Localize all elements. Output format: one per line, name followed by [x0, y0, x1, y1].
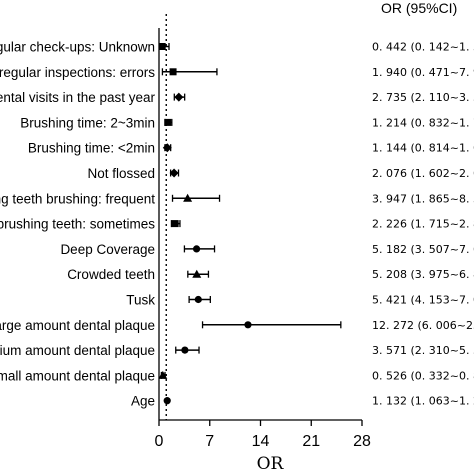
row-label: Crowded teeth — [67, 267, 155, 282]
or-ci-text: 5. 182 (3. 507~7. 6 — [372, 243, 474, 256]
or-ci-text: 3. 947 (1. 865~8. 3 — [372, 192, 474, 205]
or-ci-text: 1. 214 (0. 832~1. 7 — [372, 116, 474, 129]
row-label: Bleeding teeth brushing: frequent — [0, 191, 155, 206]
or-point-circle — [181, 346, 189, 354]
or-point-diamond — [174, 92, 184, 102]
row-label: Small amount dental plaque — [0, 368, 155, 383]
row-label: Irregular inspections: errors — [0, 65, 155, 80]
or-ci-text: 0. 442 (0. 142~1. 3 — [372, 41, 474, 54]
or-ci-text: 1. 132 (1. 063~1. 2 — [372, 395, 474, 408]
x-tick-label: 21 — [302, 433, 320, 450]
or-ci-text: 12. 272 (6. 006~25. — [372, 319, 474, 332]
or-point-square — [171, 220, 179, 228]
forest-rows: Regular check-ups: Unknown 0. 442 (0. 142… — [0, 40, 474, 409]
row-label: Not flossed — [87, 166, 155, 181]
x-tick-label: 28 — [353, 433, 371, 450]
row-label: Regular check-ups: Unknown — [0, 40, 155, 55]
row-label: Large amount dental plaque — [0, 318, 155, 333]
row-label: Dental visits in the past year — [0, 90, 155, 105]
row-label: Medium amount dental plaque — [0, 343, 155, 358]
or-point-circle — [192, 245, 201, 253]
or-ci-text: 2. 226 (1. 715~2. 8 — [372, 218, 474, 231]
x-tick-label: 14 — [252, 433, 270, 450]
or-ci-text: 1. 144 (0. 814~1. 6 — [372, 142, 474, 155]
or-point-circle — [163, 397, 171, 405]
or-ci-text: 5. 208 (3. 975~6. 8 — [372, 268, 474, 281]
x-tick-label: 0 — [155, 433, 164, 450]
or-point-circle — [194, 295, 202, 304]
or-point-circle — [244, 321, 252, 329]
x-axis-ticks: 0 7 14 21 28 — [155, 420, 371, 450]
or-ci-text: 2. 076 (1. 602~2. 6 — [372, 167, 474, 180]
or-column-header: OR (95%CI) — [381, 0, 457, 16]
or-point-triangle — [183, 193, 193, 202]
x-axis-label: OR — [257, 454, 285, 474]
or-point-diamond — [162, 143, 172, 153]
row-label: Bleeding brushing teeth: sometimes — [0, 217, 155, 232]
or-ci-text: 2. 735 (2. 110~3. 5 — [372, 91, 474, 104]
or-ci-text: 1. 940 (0. 471~7. 9 — [372, 66, 474, 79]
or-point-triangle — [192, 269, 202, 278]
x-tick-label: 7 — [205, 433, 214, 450]
row-label: Age — [131, 394, 155, 409]
row-label: Brushing time: <2min — [28, 141, 155, 156]
or-point-square — [158, 43, 166, 50]
or-point-square — [169, 68, 177, 76]
or-ci-text: 0. 526 (0. 332~0. 8 — [372, 369, 474, 382]
or-ci-text: 3. 571 (2. 310~5. 5 — [372, 344, 474, 357]
row-label: Deep Coverage — [60, 242, 155, 257]
row-label: Tusk — [126, 293, 155, 308]
row-label: Brushing time: 2~3min — [20, 115, 155, 130]
or-point-diamond — [169, 168, 179, 178]
or-point-square — [164, 118, 172, 126]
or-ci-text: 5. 421 (4. 153~7. 0 — [372, 294, 474, 307]
or-point-triangle — [158, 370, 168, 379]
